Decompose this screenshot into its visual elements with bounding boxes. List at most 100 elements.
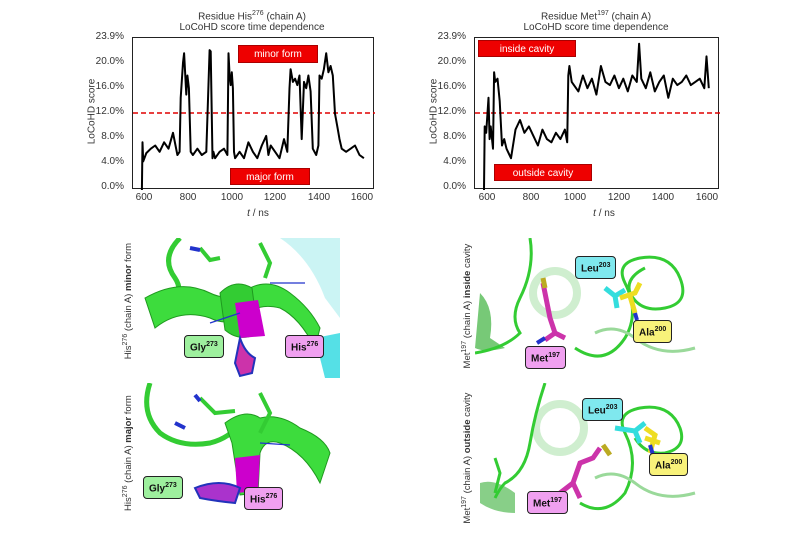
ytick: 20.0%: [95, 56, 124, 67]
his-minor-ribbon-image: [144, 238, 340, 378]
res-name: Leu: [588, 405, 606, 417]
ytick: 4.0%: [443, 156, 466, 167]
ytick: 23.9%: [95, 31, 124, 42]
side-residue: His: [123, 497, 135, 511]
xtick: 800: [522, 192, 540, 203]
right-x-axis-label: t / ns: [574, 208, 634, 219]
side-suffix: form: [123, 395, 135, 417]
x-unit: / ns: [249, 208, 269, 219]
res-num: 276: [306, 341, 319, 348]
side-number: 197: [460, 496, 468, 508]
met197-label: Met197: [527, 491, 568, 515]
xtick: 800: [179, 192, 197, 203]
met-outside-side-label: Met197 (chain A) outside cavity: [461, 383, 473, 533]
met-inside-ribbon-image: [475, 238, 696, 358]
major-form-box: major form: [230, 168, 310, 185]
title-chain: (chain A): [608, 11, 652, 23]
x-var: t: [247, 208, 250, 219]
side-suffix: cavity: [462, 243, 474, 271]
res-name: Ala: [639, 327, 655, 339]
chart-subtitle: LoCoHD score time dependence: [523, 22, 669, 34]
ytick: 16.0%: [437, 81, 466, 92]
res-num: 197: [550, 497, 562, 504]
res-num: 197: [548, 352, 560, 359]
met-outside-ribbon-image: [480, 383, 696, 513]
res-name: His: [291, 342, 307, 354]
inside-cavity-box: inside cavity: [478, 40, 576, 57]
his-major-structure-panel: Gly273 His276: [140, 383, 340, 513]
side-chain: (chain A): [123, 442, 135, 486]
ytick: 23.9%: [437, 31, 466, 42]
ytick: 12.0%: [437, 106, 466, 117]
res-name: Met: [533, 498, 551, 510]
his276-label: His276: [244, 487, 284, 511]
side-chain: (chain A): [123, 291, 135, 334]
xtick: 1200: [263, 192, 287, 203]
res-name: His: [250, 494, 266, 506]
xtick: 1600: [695, 192, 719, 203]
x-unit: / ns: [595, 208, 615, 219]
xtick: 600: [135, 192, 153, 203]
his-minor-side-label: His276 (chain A) minor form: [122, 226, 134, 376]
outside-cavity-box: outside cavity: [494, 164, 592, 181]
side-number: 197: [460, 340, 468, 353]
met-outside-structure-panel: Leu203 Ala200 Met197: [475, 383, 710, 523]
side-residue: Met: [462, 507, 474, 524]
ala200-label: Ala200: [649, 453, 689, 477]
res-num: 200: [670, 459, 683, 466]
met-inside-structure-panel: Leu203 Ala200 Met197: [475, 238, 710, 373]
xtick: 1400: [307, 192, 331, 203]
his276-trace: [140, 49, 365, 190]
res-num: 273: [206, 341, 218, 348]
res-name: Gly: [190, 342, 207, 354]
side-chain: (chain A): [462, 298, 474, 341]
ala200-label: Ala200: [633, 320, 673, 344]
met197-trace: [483, 42, 710, 190]
his-major-side-label: His276 (chain A) major form: [122, 378, 134, 528]
ytick: 0.0%: [443, 181, 466, 192]
his-minor-structure-panel: Gly273 His276: [140, 238, 340, 378]
res-num: 203: [598, 262, 611, 269]
side-suffix: form: [123, 242, 135, 265]
leu203-label: Leu203: [575, 256, 617, 280]
gly273-label: Gly273: [143, 476, 183, 500]
ytick: 16.0%: [95, 81, 124, 92]
ytick: 8.0%: [443, 131, 466, 142]
res-num: 273: [165, 482, 177, 489]
ytick: 4.0%: [101, 156, 124, 167]
xtick: 1400: [651, 192, 675, 203]
res-name: Gly: [149, 483, 166, 495]
xtick: 1600: [350, 192, 374, 203]
title-residue-number: 276: [251, 10, 264, 17]
side-state: inside: [462, 270, 474, 299]
res-num: 276: [265, 493, 278, 500]
left-plot-area: minor form major form: [132, 37, 375, 190]
his-major-ribbon-image: [144, 383, 331, 505]
right-chart-title: Residue Met197 (chain A) LoCoHD score ti…: [466, 8, 726, 33]
minor-form-box: minor form: [238, 45, 318, 63]
met197-label: Met197: [525, 346, 566, 370]
ytick: 8.0%: [101, 131, 124, 142]
chart-subtitle: LoCoHD score time dependence: [179, 22, 325, 34]
xtick: 1000: [220, 192, 244, 203]
side-residue: Met: [462, 352, 474, 369]
ytick: 20.0%: [437, 56, 466, 67]
res-name: Met: [531, 353, 549, 365]
side-state: major: [123, 416, 135, 443]
side-number: 276: [121, 333, 129, 346]
ytick: 0.0%: [101, 181, 124, 192]
side-state: minor: [123, 264, 135, 291]
met-inside-side-label: Met197 (chain A) inside cavity: [461, 231, 473, 381]
left-plot-svg: [133, 49, 375, 190]
right-plot-area: inside cavity outside cavity: [474, 37, 720, 190]
his276-label: His276: [285, 335, 325, 359]
res-num: 200: [654, 326, 667, 333]
side-residue: His: [123, 345, 135, 360]
xtick: 1000: [563, 192, 587, 203]
left-x-axis-label: t / ns: [228, 208, 288, 219]
gly273-label: Gly273: [184, 335, 224, 359]
side-suffix: cavity: [462, 392, 474, 420]
left-chart-title: Residue His276 (chain A) LoCoHD score ti…: [122, 8, 382, 33]
title-residue: Met: [580, 11, 598, 23]
title-prefix: Residue: [540, 11, 581, 23]
